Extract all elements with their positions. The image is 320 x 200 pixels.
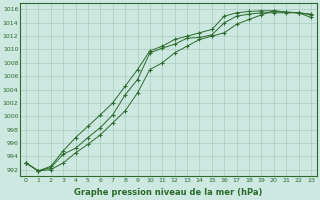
X-axis label: Graphe pression niveau de la mer (hPa): Graphe pression niveau de la mer (hPa): [74, 188, 263, 197]
